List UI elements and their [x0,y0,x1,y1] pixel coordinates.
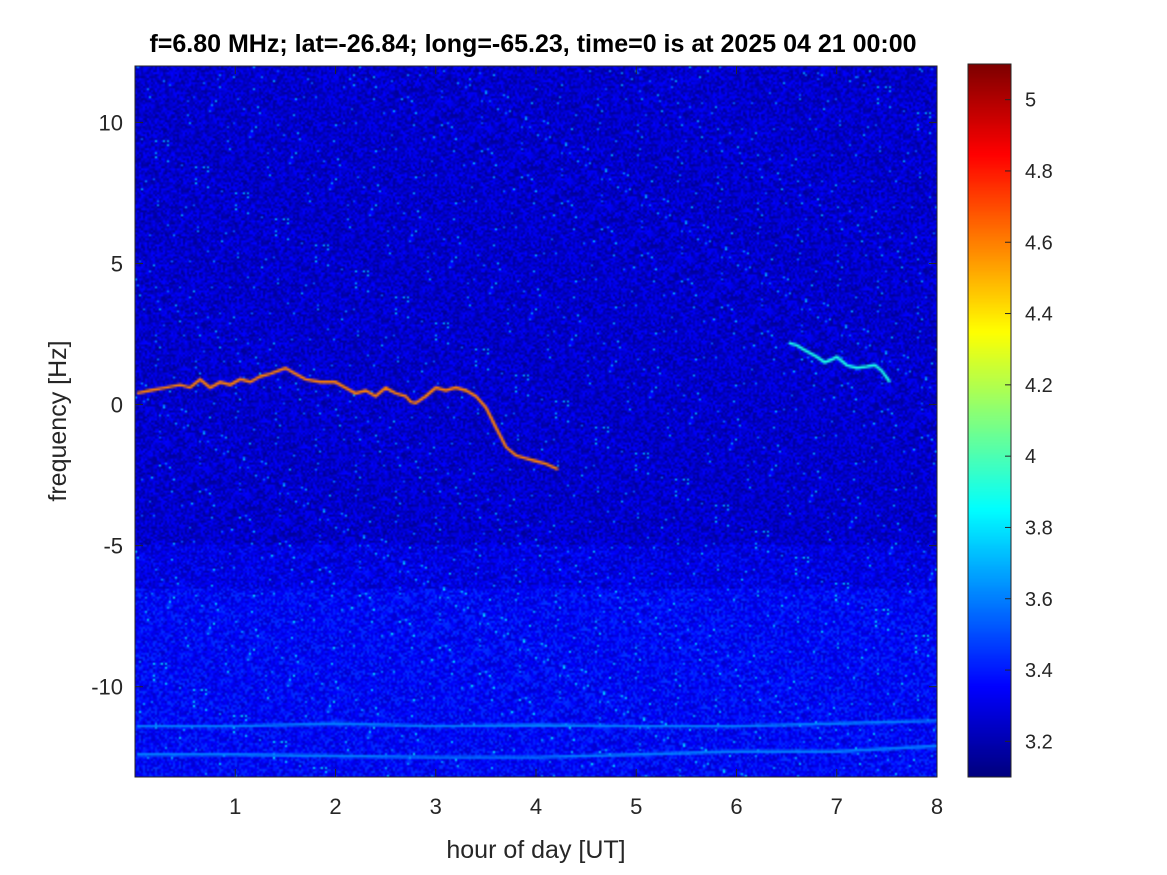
spectrogram-heatmap [135,66,937,777]
y-tick-label: -5 [103,534,123,559]
x-tick-label: 1 [229,794,241,819]
plot-area: 1 2 3 4 5 6 7 8 10 5 0 -5 -10 [91,65,943,819]
y-tick-label: 0 [111,393,123,418]
y-axis-ticks: 10 5 0 -5 -10 [91,110,937,700]
y-tick-label: 10 [99,110,123,135]
colorbar-tick-label: 4.8 [1025,161,1053,183]
x-tick-label: 6 [730,794,742,819]
chart-title: f=6.80 MHz; lat=-26.84; long=-65.23, tim… [149,30,916,58]
colorbar-tick-label: 5 [1025,90,1036,112]
colorbar-tick-label: 3.4 [1025,660,1053,682]
x-tick-label: 2 [329,794,341,819]
colorbar-gradient [968,64,1011,777]
x-axis-ticks: 1 2 3 4 5 6 7 8 [229,66,943,819]
colorbar-tick-label: 4.4 [1025,304,1053,326]
colorbar-tick-label: 4.6 [1025,232,1053,254]
colorbar: 5 4.8 4.6 4.4 4.2 4 3.8 3.6 3.4 3.2 [967,63,1053,778]
colorbar-ticks: 5 4.8 4.6 4.4 4.2 4 3.8 3.6 3.4 3.2 [1005,90,1053,753]
colorbar-tick-label: 4 [1025,446,1036,468]
colorbar-tick-label: 4.2 [1025,375,1053,397]
y-tick-label: 5 [111,252,123,277]
y-axis-label: frequency [Hz] [44,340,72,501]
x-tick-label: 5 [630,794,642,819]
y-tick-label: -10 [91,675,123,700]
x-tick-label: 7 [831,794,843,819]
x-tick-label: 3 [430,794,442,819]
colorbar-tick-label: 3.8 [1025,517,1053,539]
colorbar-frame [967,63,1012,778]
x-axis-label: hour of day [UT] [446,836,625,864]
x-tick-label: 4 [530,794,542,819]
colorbar-tick-label: 3.6 [1025,589,1053,611]
x-tick-label: 8 [931,794,943,819]
colorbar-tick-label: 3.2 [1025,731,1053,753]
